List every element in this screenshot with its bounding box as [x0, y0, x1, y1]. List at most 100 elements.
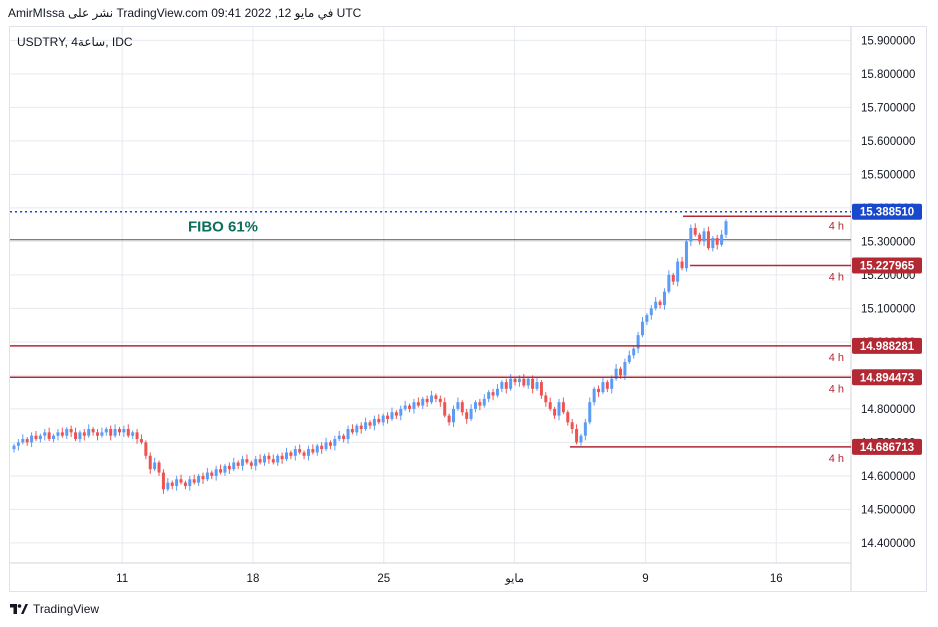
- candle-body: [645, 315, 649, 322]
- candle-body: [623, 362, 627, 376]
- candle-body: [153, 462, 157, 470]
- candle-body: [289, 452, 293, 456]
- candle-body: [82, 432, 86, 436]
- chart-frame: [9, 26, 927, 592]
- candle-body: [548, 402, 552, 409]
- candle-body: [588, 402, 592, 423]
- candle-body: [368, 422, 372, 426]
- candle-body: [192, 479, 196, 483]
- candle-body: [553, 408, 557, 416]
- candle-body: [359, 425, 363, 429]
- candle-body: [346, 429, 350, 440]
- candle-body: [416, 402, 420, 406]
- candle-body: [632, 348, 636, 356]
- candle-body: [333, 439, 337, 446]
- candle-body: [249, 462, 253, 466]
- candle-body: [126, 429, 130, 436]
- candle-body: [157, 462, 161, 473]
- candle-body: [438, 398, 442, 403]
- candle-body: [30, 435, 34, 443]
- candle-body: [539, 382, 543, 396]
- y-tick-label: 15.300000: [861, 236, 915, 248]
- candle-body: [56, 432, 60, 436]
- candle-body: [689, 228, 693, 242]
- y-tick-label: 15.100000: [861, 303, 915, 315]
- candle-body: [214, 469, 218, 476]
- candle-body: [693, 228, 697, 235]
- price-label-bg: [852, 337, 922, 354]
- price-label-bg: [852, 203, 922, 220]
- candle-body: [465, 412, 469, 419]
- candle-body: [509, 378, 513, 389]
- price-label-bg: [852, 438, 922, 455]
- x-tick-label: 18: [247, 573, 260, 585]
- candle-body: [544, 395, 548, 403]
- candle-body: [337, 435, 341, 440]
- candle-body: [236, 462, 240, 466]
- candle-body: [87, 429, 91, 436]
- candle-body: [557, 402, 561, 416]
- candle-body: [579, 435, 583, 443]
- candle-body: [350, 429, 354, 433]
- candle-body: [724, 221, 728, 235]
- level-tag: 4 h: [829, 383, 844, 395]
- y-tick-label: 15.500000: [861, 169, 915, 181]
- candle-body: [21, 439, 25, 443]
- candle-body: [144, 442, 148, 456]
- candle-body: [113, 429, 117, 436]
- y-tick-label: 15.900000: [861, 35, 915, 47]
- candle-body: [381, 415, 385, 423]
- candle-body: [583, 422, 587, 436]
- x-tick-label: 25: [377, 573, 390, 585]
- candle-body: [96, 432, 100, 436]
- candle-body: [170, 482, 174, 486]
- fibo-label: FIBO 61%: [188, 219, 258, 236]
- candle-body: [364, 422, 368, 429]
- candle-body: [135, 432, 139, 440]
- candle-body: [636, 335, 640, 349]
- candle-body: [311, 449, 315, 453]
- candle-body: [117, 429, 121, 433]
- candle-body: [504, 382, 508, 389]
- y-tick-label: 15.800000: [861, 69, 915, 81]
- candle-body: [139, 439, 143, 443]
- footer-logo[interactable]: TradingView: [10, 600, 99, 618]
- candle-body: [399, 408, 403, 416]
- candle-body: [487, 392, 491, 399]
- candle-body: [500, 382, 504, 389]
- y-tick-label: 14.400000: [861, 538, 915, 550]
- candle-body: [654, 301, 658, 309]
- y-tick-label: 15.700000: [861, 102, 915, 114]
- candle-body: [241, 459, 245, 466]
- candle-body: [175, 479, 179, 486]
- candle-body: [513, 378, 517, 383]
- candle-body: [43, 432, 47, 436]
- candle-body: [342, 435, 346, 440]
- price-label: 14.988281: [860, 341, 915, 353]
- candle-body: [223, 465, 227, 473]
- candle-body: [610, 378, 614, 389]
- candle-body: [425, 398, 429, 403]
- level-tag: 4 h: [829, 352, 844, 364]
- candle-body: [390, 412, 394, 419]
- candle-body: [284, 452, 288, 460]
- price-label-bg: [852, 369, 922, 386]
- candle-body: [715, 238, 719, 245]
- candle-body: [627, 355, 631, 362]
- candle-body: [372, 418, 376, 426]
- candle-body: [205, 472, 209, 480]
- price-label: 14.686713: [860, 442, 914, 454]
- candle-body: [245, 459, 249, 463]
- candle-body: [452, 408, 456, 423]
- candle-body: [667, 274, 671, 292]
- candle-body: [566, 412, 570, 423]
- candle-body: [592, 388, 596, 403]
- candle-body: [52, 435, 56, 440]
- candle-body: [658, 301, 662, 306]
- publish-caption: AmirMIssa نشر على TradingView.com في ماي…: [8, 6, 362, 20]
- candle-body: [227, 465, 231, 470]
- candle-body: [605, 382, 609, 389]
- price-label: 15.388510: [860, 207, 914, 219]
- candle-body: [16, 442, 20, 446]
